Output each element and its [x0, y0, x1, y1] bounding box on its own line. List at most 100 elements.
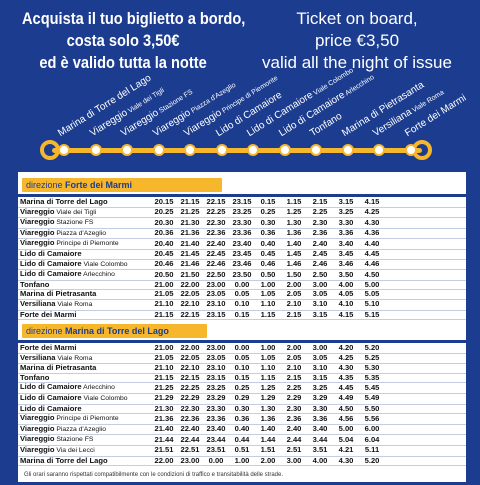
stop-sub: Viale dei Tigli [54, 208, 97, 216]
table-row: Viareggio Stazione FS 20.30 21.30 22.30 23.3… [18, 217, 466, 229]
time-cell: 3.30 [312, 403, 328, 413]
table-row: Viareggio Stazione FS 21.44 22.44 23.44 0.44… [18, 435, 466, 446]
time-cell: 21.15 [154, 372, 174, 382]
time-cell: 20.36 [154, 228, 174, 238]
time-cell: 3.15 [338, 197, 354, 206]
time-cell: 2.40 [286, 424, 302, 434]
filler-cell [385, 424, 466, 435]
time-cell: 22.00 [180, 343, 200, 352]
time-cell: 4.25 [338, 353, 354, 363]
time-cell: 1.15 [260, 309, 276, 319]
time-cell: 4.45 [338, 382, 354, 392]
stop-name: Viareggio [20, 434, 55, 444]
timetable-panel: direzione Forte dei Marmi Marina di Torr… [18, 172, 466, 482]
route-stop-dot [215, 144, 228, 156]
time-cell: 3.36 [312, 413, 328, 423]
time-cell: 5.20 [364, 343, 380, 352]
time-cell: 4.15 [338, 309, 354, 319]
time-cell: 2.05 [286, 353, 302, 363]
table-row: Lido di Camaiore Arlecchino 20.50 21.50 22.… [18, 269, 466, 281]
route-line [52, 148, 422, 153]
time-cell: 22.30 [180, 403, 200, 413]
time-cell: 0.10 [234, 299, 250, 309]
stop-cell: Marina di Pietrasanta [18, 290, 151, 300]
time-cell: 3.05 [312, 289, 328, 299]
time-cell: 23.05 [206, 353, 226, 363]
time-cell: 21.05 [154, 289, 174, 299]
time-cell: 20.50 [154, 269, 174, 279]
stop-name: Tonfano [20, 372, 50, 382]
time-cell: 22.29 [180, 393, 200, 403]
time-cell: 23.51 [206, 445, 226, 455]
time-cell: 3.15 [312, 372, 328, 382]
table-row: Lido di Camaiore 20.45 21.45 22.45 23.45 0.45… [18, 248, 466, 260]
stop-name: Forte dei Marmi [20, 309, 77, 319]
time-cell: 20.30 [154, 217, 174, 227]
filler-cell [385, 393, 466, 404]
table-row: Viareggio Principe di Piemonte 21.36 22.36… [18, 413, 466, 425]
time-cell: 0.45 [260, 248, 276, 258]
header-english-line: Ticket on board, [296, 9, 418, 28]
time-cell: 23.50 [232, 269, 252, 279]
time-cell: 23.30 [232, 217, 252, 227]
time-cell: 2.05 [286, 289, 302, 299]
filler-cell [385, 383, 466, 394]
time-cell: 1.46 [286, 259, 302, 269]
time-cell: 21.40 [154, 424, 174, 434]
time-cell: 5.50 [364, 403, 380, 413]
stop-cell: Viareggio Principe di Piemonte [18, 413, 151, 425]
time-cell: 3.45 [338, 248, 354, 258]
stop-sub: Arlecchino [81, 271, 115, 279]
time-cell: 3.25 [312, 382, 328, 392]
time-cell: 5.15 [364, 309, 380, 319]
time-cell: 0.36 [260, 228, 276, 238]
stop-sub: Principe di Piemonte [54, 415, 119, 423]
timetable-south: Forte dei Marmi 21.00 22.00 23.00 0.00 1.00 2.… [18, 343, 466, 466]
stop-cell: Tonfano [18, 280, 151, 290]
table-row: Versiliana Viale Roma 21.05 22.05 23.05 0.05… [18, 353, 466, 364]
route-stop-dot [310, 144, 322, 156]
stop-name: Versiliana [20, 352, 56, 362]
time-cell: 21.29 [154, 393, 174, 403]
time-cell: 0.00 [234, 279, 250, 289]
time-cell: 1.29 [260, 393, 276, 403]
stop-sub: Principe di Piemonte [54, 240, 119, 248]
stop-name: Viareggio [20, 227, 55, 237]
time-cell: 5.11 [364, 445, 380, 455]
time-cell: 4.25 [364, 207, 380, 217]
time-cell: 0.00 [208, 455, 224, 465]
time-cell: 1.00 [260, 343, 276, 352]
route-stop-dot [341, 144, 354, 156]
time-cell: 5.00 [338, 424, 354, 434]
time-cell: 5.49 [364, 393, 380, 403]
stop-cell: Versiliana Viale Roma [18, 299, 151, 310]
time-cell: 2.10 [286, 363, 302, 373]
time-cell: 21.45 [180, 248, 200, 258]
route-stop-dot [278, 144, 291, 156]
time-cell: 2.15 [286, 372, 302, 382]
stop-name: Forte dei Marmi [20, 343, 77, 352]
time-cell: 5.10 [364, 299, 380, 309]
time-cell: 22.25 [206, 207, 226, 217]
time-cell: 2.30 [286, 403, 302, 413]
stop-name: Lido di Camaiore [20, 392, 82, 402]
stop-name: Lido di Camaiore [20, 248, 82, 258]
table-row: Lido di Camaiore 21.30 22.30 23.30 0.30 1.30 2… [18, 404, 466, 414]
time-cell: 22.36 [180, 413, 200, 423]
time-cell: 22.05 [180, 289, 200, 299]
stop-name: Marina di Torre del Lago [20, 455, 108, 465]
time-cell: 3.00 [312, 343, 328, 352]
stop-cell: Viareggio Stazione FS [18, 217, 151, 229]
table-row: Lido di Camaiore Arlecchino 21.25 22.25 23.… [18, 383, 466, 394]
filler-cell [385, 207, 466, 218]
time-cell: 21.36 [154, 413, 174, 423]
filler-cell [385, 290, 466, 300]
time-cell: 4.15 [364, 197, 380, 206]
time-cell: 0.10 [234, 363, 250, 373]
direction-north-label: direzione Forte dei Marmi [22, 178, 222, 192]
time-cell: 1.05 [260, 353, 276, 363]
table-row: Marina di Pietrasanta 21.10 22.10 23.10 0.10… [18, 363, 466, 374]
time-cell: 6.00 [364, 424, 380, 434]
time-cell: 3.36 [338, 228, 354, 238]
